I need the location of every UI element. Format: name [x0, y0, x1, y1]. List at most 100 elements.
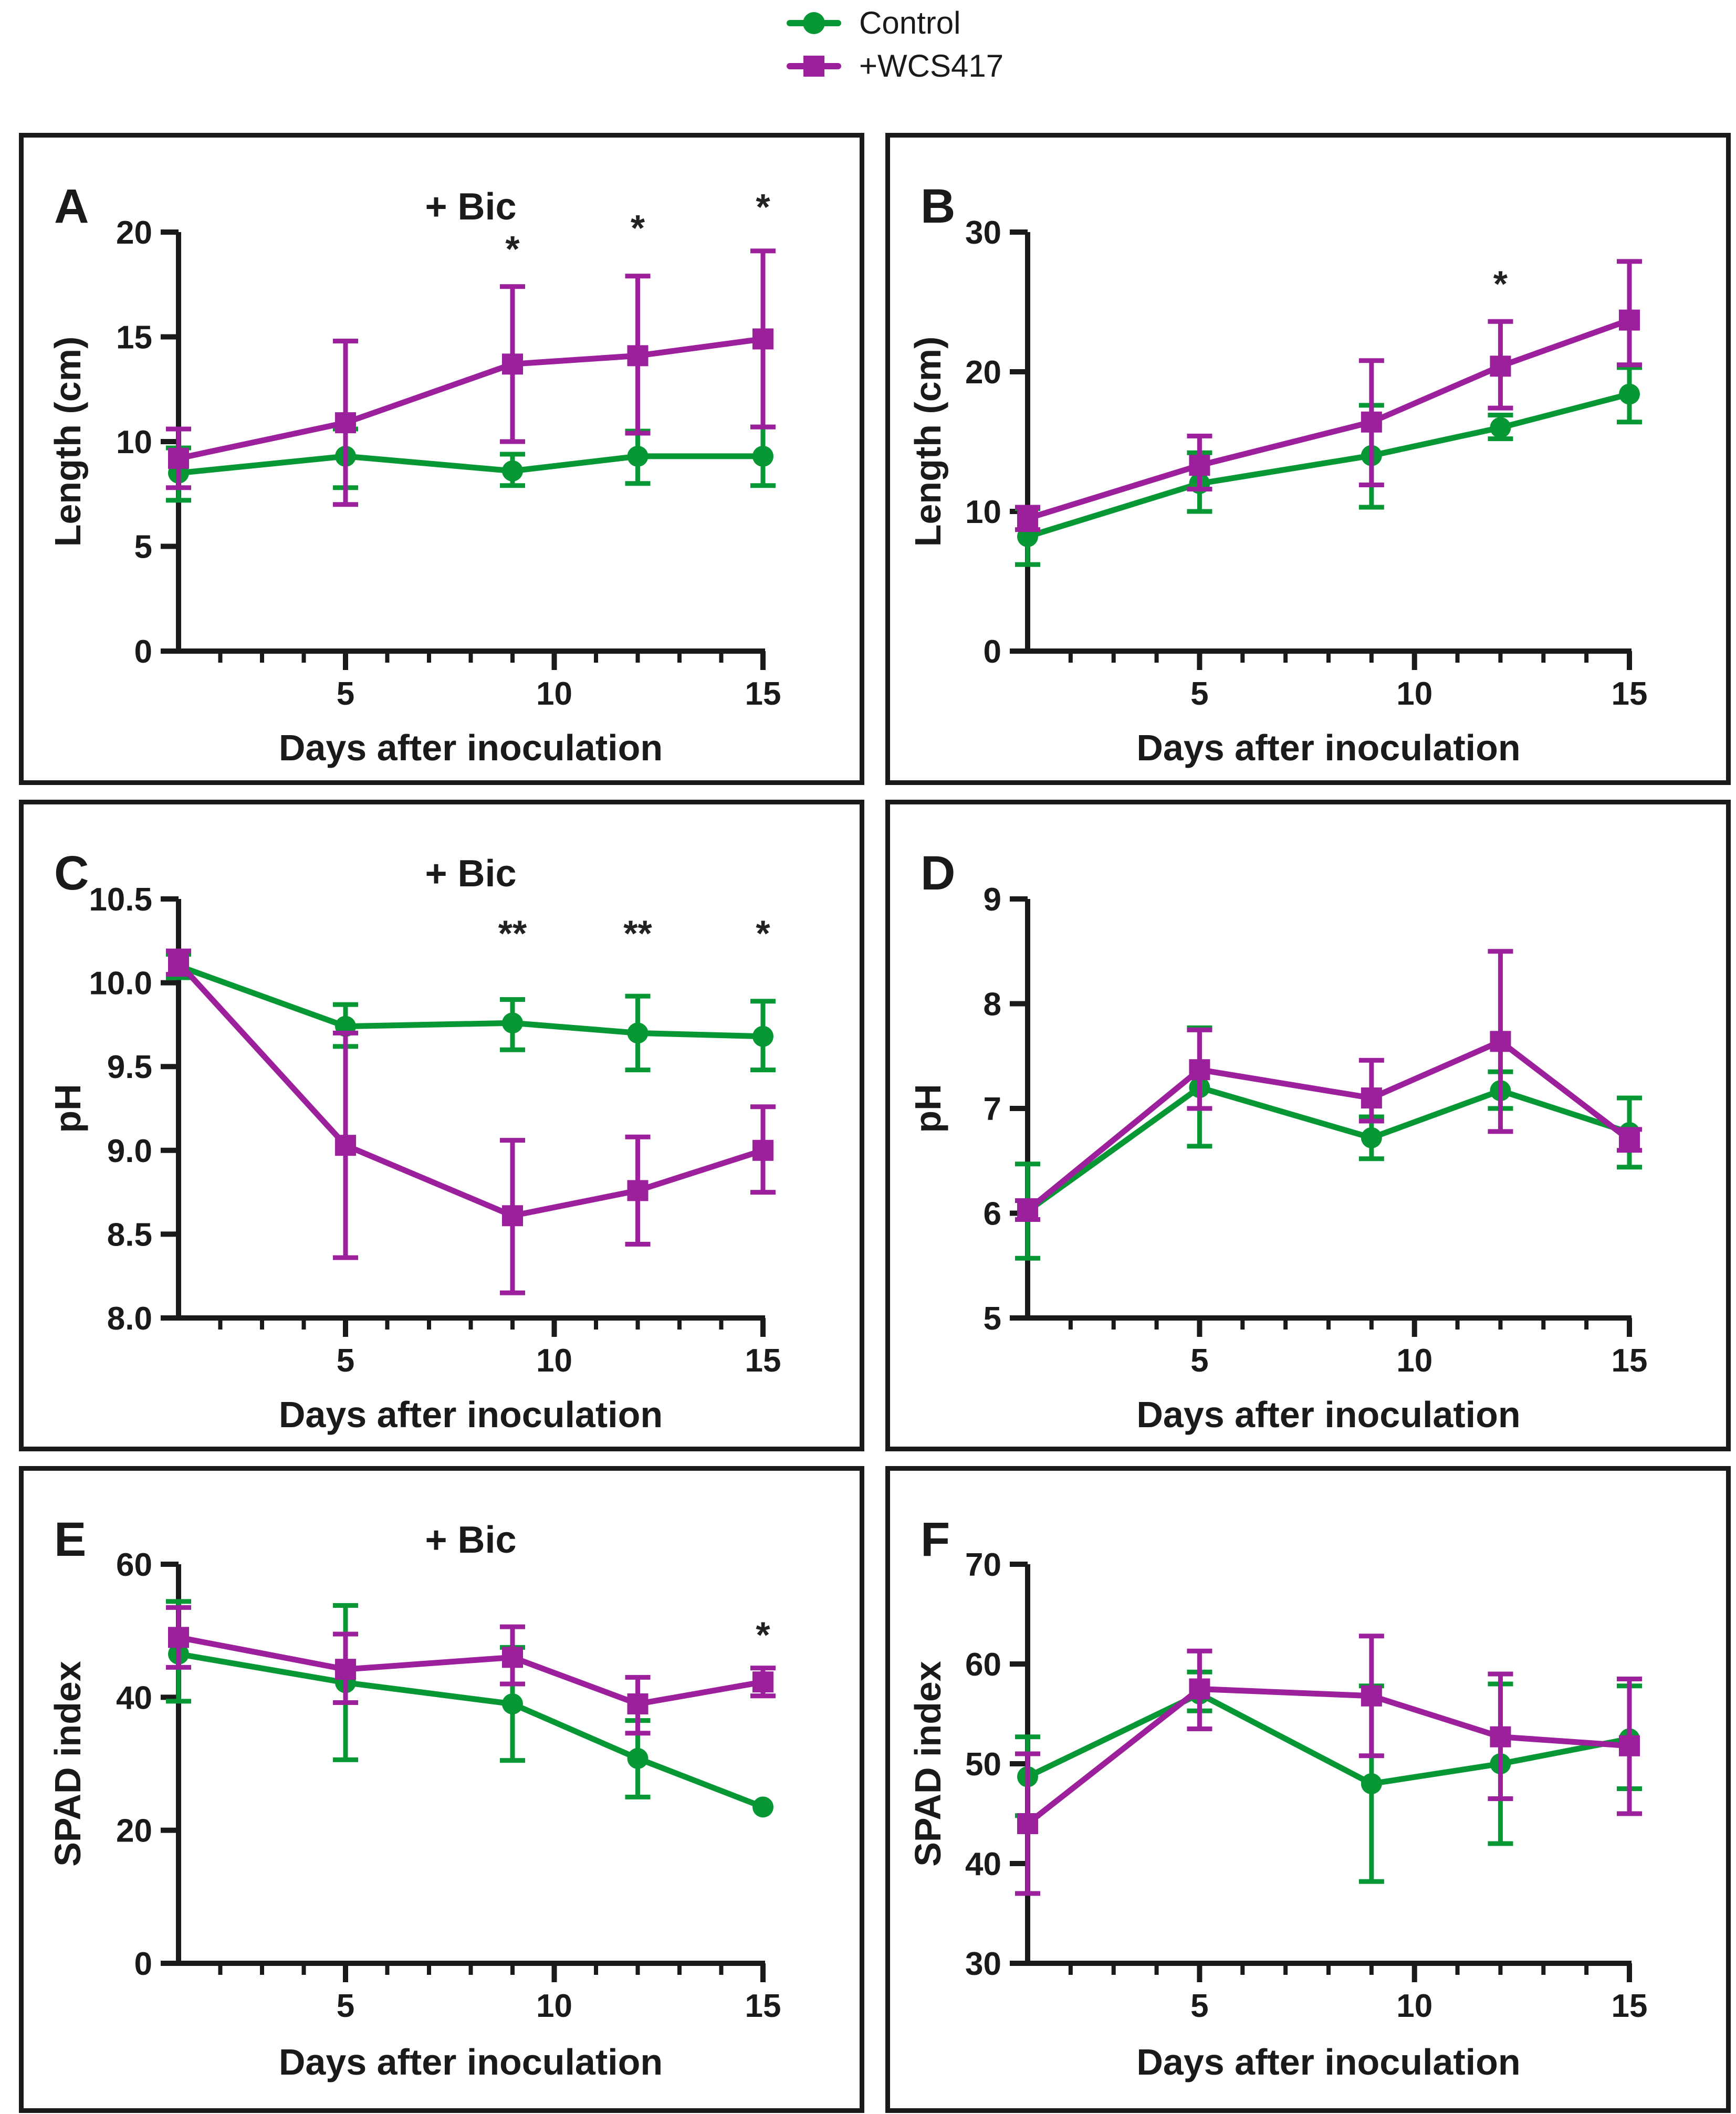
- chart-c-ph-bic: C + Bic 8.0 8.5 9.0 9.5 10.0 10.5 5 10 15 pH Days af…: [47, 846, 781, 1435]
- y-tick-label: 10: [116, 424, 152, 461]
- panel-f: F 30 40 50 60 70 5 10 15 SPAD index Days after ino…: [885, 1466, 1731, 2113]
- x-tick-label: 5: [1190, 1343, 1208, 1379]
- data-point-square: [1189, 455, 1210, 476]
- y-tick-label: 5: [134, 529, 152, 566]
- y-axis-title: Length (cm): [47, 337, 88, 547]
- data-point-circle: [502, 460, 523, 482]
- y-axis-title: Length (cm): [907, 337, 948, 547]
- data-point-square: [1017, 1813, 1038, 1834]
- y-tick-label: 15: [116, 320, 152, 356]
- panel-d: D 5 6 7 8 9 5 10 15 pH Days after inoculation: [885, 800, 1731, 1451]
- y-tick-label: 6: [984, 1196, 1001, 1232]
- chart-title: + Bic: [425, 1519, 516, 1561]
- data-point-circle: [752, 445, 773, 467]
- panel-letter: A: [54, 180, 89, 233]
- y-tick-label: 5: [984, 1301, 1001, 1337]
- y-tick-label: 9.0: [107, 1133, 152, 1169]
- control-marker-icon: [787, 11, 841, 35]
- y-tick-label: 10.5: [89, 882, 152, 918]
- data-point-square: [1490, 1726, 1511, 1747]
- control-series: [1015, 365, 1642, 567]
- x-tick-label: 15: [745, 1988, 781, 2024]
- y-tick-label: 60: [116, 1547, 152, 1583]
- significance-star: *: [756, 186, 770, 227]
- data-point-square: [502, 1205, 523, 1227]
- data-point-square: [1619, 309, 1640, 331]
- data-point-square: [1619, 1735, 1640, 1756]
- x-axis-title: Days after inoculation: [279, 727, 663, 768]
- chart-title: + Bic: [425, 853, 516, 895]
- x-tick-label: 10: [1396, 1988, 1432, 2024]
- x-tick-label: 15: [745, 1343, 781, 1379]
- data-point-square: [1017, 1199, 1038, 1221]
- y-tick-label: 0: [984, 634, 1001, 670]
- y-tick-label: 0: [134, 634, 152, 670]
- data-point-circle: [1361, 1127, 1382, 1148]
- x-tick-label: 10: [1396, 1343, 1432, 1379]
- y-tick-label: 60: [965, 1647, 1001, 1683]
- y-tick-label: 9: [984, 882, 1001, 918]
- x-tick-label: 5: [337, 1988, 354, 2024]
- x-axis-title: Days after inoculation: [279, 1394, 663, 1435]
- x-tick-label: 10: [1396, 676, 1432, 712]
- chart-b-length: B 0 10 20 30 5 10 15 Length (cm) Days after inocu…: [907, 180, 1647, 768]
- data-point-circle: [627, 1022, 649, 1044]
- significance-star: *: [631, 207, 645, 248]
- data-point-square: [335, 1135, 356, 1156]
- panel-letter: F: [921, 1513, 950, 1566]
- y-tick-label: 8.5: [107, 1217, 152, 1253]
- data-point-square: [752, 328, 773, 350]
- y-tick-label: 40: [965, 1846, 1001, 1882]
- y-axis-title: pH: [47, 1084, 88, 1133]
- significance-star: *: [756, 913, 770, 954]
- data-point-square: [168, 952, 189, 974]
- x-tick-label: 10: [536, 1343, 572, 1379]
- x-axis-title: Days after inoculation: [1136, 1394, 1520, 1435]
- data-point-square: [1490, 355, 1511, 377]
- x-tick-label: 5: [1190, 1988, 1208, 2024]
- data-point-square: [627, 345, 649, 367]
- data-point-square: [1361, 411, 1382, 433]
- chart-f-spad: F 30 40 50 60 70 5 10 15 SPAD index Days after ino…: [907, 1513, 1647, 2082]
- data-point-square: [1189, 1678, 1210, 1700]
- y-tick-label: 30: [965, 215, 1001, 251]
- wcs417-series: [166, 1605, 776, 1736]
- data-point-square: [335, 1659, 356, 1680]
- wcs417-marker-icon: [787, 54, 841, 78]
- data-point-circle: [627, 1747, 649, 1769]
- y-axis-title: SPAD index: [907, 1661, 948, 1867]
- y-axis-title: SPAD index: [47, 1661, 88, 1867]
- panel-letter: C: [54, 846, 89, 900]
- x-tick-label: 5: [337, 1343, 354, 1379]
- y-tick-label: 20: [116, 1813, 152, 1849]
- y-tick-label: 40: [116, 1680, 152, 1716]
- y-tick-label: 7: [984, 1091, 1001, 1127]
- x-tick-label: 10: [536, 676, 572, 712]
- significance-star: *: [505, 228, 520, 269]
- data-point-square: [627, 1180, 649, 1201]
- legend: Control +WCS417: [787, 7, 1003, 82]
- wcs417-series: [1015, 259, 1642, 532]
- legend-item-wcs417: +WCS417: [787, 50, 1003, 82]
- x-axis-title: Days after inoculation: [1136, 727, 1520, 768]
- significance-star: *: [1493, 263, 1508, 304]
- data-point-square: [502, 1647, 523, 1668]
- data-point-circle: [502, 1693, 523, 1714]
- x-axis-title: Days after inoculation: [279, 2042, 663, 2082]
- x-tick-label: 5: [1190, 676, 1208, 712]
- panel-e: E + Bic 0 20 40 60 5 10 15 SPAD index Days after i…: [19, 1466, 864, 2113]
- data-point-square: [168, 1627, 189, 1648]
- y-tick-label: 10.0: [89, 966, 152, 1002]
- y-tick-label: 30: [965, 1946, 1001, 1982]
- data-point-square: [752, 1139, 773, 1161]
- significance-star: *: [756, 1614, 770, 1655]
- wcs417-series: [166, 248, 776, 507]
- panel-letter: B: [921, 180, 955, 233]
- legend-item-control: Control: [787, 7, 1003, 39]
- data-point-square: [1361, 1685, 1382, 1707]
- x-tick-label: 15: [1612, 1343, 1648, 1379]
- data-point-circle: [752, 1025, 773, 1047]
- wcs417-series: [1015, 1634, 1642, 1896]
- y-tick-label: 20: [965, 354, 1001, 391]
